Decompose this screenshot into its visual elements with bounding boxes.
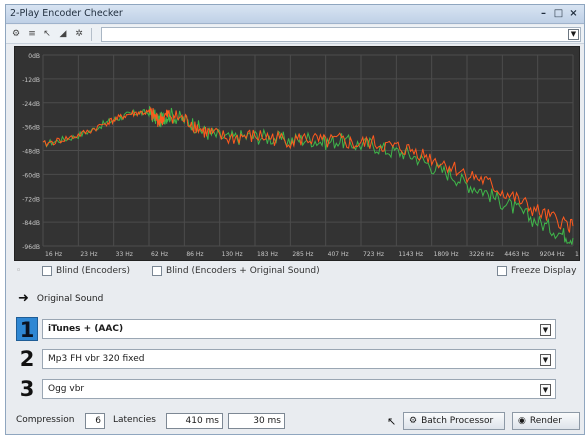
x-tick-label: 407 Hz [328,251,349,258]
x-tick-label: 183 Hz [257,251,278,258]
gear-icon[interactable]: ✲ [75,29,83,39]
x-tick-label: 723 Hz [363,251,384,258]
encoder-number-1[interactable]: 1 [16,317,38,342]
x-tick-label: 13398 Hz [575,251,579,258]
blind-encoders-option[interactable]: Blind (Encoders) [42,266,130,276]
x-tick-label: 4463 Hz [504,251,529,258]
render-label: Render [529,416,562,426]
y-tick-label: -48dB [22,149,40,156]
x-tick-label: 33 Hz [116,251,133,258]
app-window: 2-Play Encoder Checker – □ × ⚙ ≡ ↖ ◢ ✲ ▼… [5,4,585,435]
latency-field-1[interactable]: 410 ms [166,413,223,429]
gear-icon: ⚙ [409,416,418,426]
blind-encoders-label: Blind (Encoders) [56,266,130,276]
toolbar-input[interactable]: ▼ [101,27,581,42]
latencies-label: Latencies [113,415,156,425]
encoder-row-2: 2 Mp3 FH vbr 320 fixed ▼ [16,347,582,371]
freeze-display-label: Freeze Display [511,266,577,276]
signal-icon[interactable]: ◢ [59,29,67,39]
encoder-value-2: Mp3 FH vbr 320 fixed [48,354,145,364]
latency-field-2[interactable]: 30 ms [228,413,285,429]
title-bar: 2-Play Encoder Checker – □ × [6,5,584,24]
window-title: 2-Play Encoder Checker [10,8,123,19]
batch-processor-label: Batch Processor [421,416,494,426]
batch-processor-button[interactable]: ⚙ Batch Processor [403,412,505,430]
toolbar: ⚙ ≡ ↖ ◢ ✲ ▼ [6,25,584,44]
x-tick-label: 1809 Hz [434,251,459,258]
small-toggle[interactable]: ◦ [16,266,22,276]
encoder-row-3: 3 Ogg vbr ▼ [16,377,582,401]
dropdown-icon[interactable]: ▼ [540,354,551,366]
freeze-display-checkbox[interactable] [497,266,507,276]
compression-label: Compression [16,415,75,425]
original-sound-label: Original Sound [36,293,104,304]
compression-field[interactable]: 6 [85,413,105,429]
encoder-value-3: Ogg vbr [48,384,85,394]
window-controls: – □ × [537,7,580,20]
original-sound-row[interactable]: ➜ Original Sound [18,291,103,306]
toolbar-separator [91,28,92,41]
encoder-value-1: iTunes + (AAC) [48,324,124,334]
y-tick-label: 0dB [28,53,40,60]
dropdown-icon[interactable]: ▼ [540,324,551,336]
pointer-icon: ↖ [387,415,397,428]
options-row: ◦ Blind (Encoders) Blind (Encoders + Ori… [6,263,584,281]
y-tick-label: -36dB [22,125,40,132]
x-tick-label: 3226 Hz [469,251,494,258]
settings-icon[interactable]: ⚙ [11,29,21,39]
y-tick-label: -12dB [22,77,40,84]
dropdown-icon[interactable]: ▼ [540,384,551,396]
x-tick-label: 285 Hz [292,251,313,258]
freeze-display-option[interactable]: Freeze Display [497,266,576,276]
x-tick-label: 62 Hz [151,251,168,258]
dropdown-icon[interactable]: ▼ [568,29,579,40]
y-tick-label: -84dB [22,220,40,227]
x-tick-label: 23 Hz [80,251,97,258]
y-tick-label: -96dB [22,244,40,251]
encoder-select-1[interactable]: iTunes + (AAC) ▼ [42,319,556,339]
footer-bar: Compression 6 Latencies 410 ms 30 ms ↖ ⚙… [6,409,584,431]
render-icon: ◉ [518,416,526,426]
arrow-right-icon: ➜ [18,291,29,306]
encoder-select-2[interactable]: Mp3 FH vbr 320 fixed ▼ [42,349,556,369]
x-tick-label: 16 Hz [45,251,62,258]
x-tick-label: 1143 Hz [398,251,423,258]
y-tick-label: -60dB [22,172,40,179]
minimize-icon[interactable]: – [541,8,546,19]
blind-encoders-original-label: Blind (Encoders + Original Sound) [166,266,320,276]
blind-encoders-original-checkbox[interactable] [152,266,162,276]
encoder-number-2[interactable]: 2 [19,347,35,371]
encoder-row-1: 1 iTunes + (AAC) ▼ [16,317,582,342]
list-icon[interactable]: ≡ [28,29,36,39]
blind-encoders-checkbox[interactable] [42,266,52,276]
spectrum-chart: 0dB -12dB -24dB -36dB -48dB -60dB -72dB -84dB -9… [22,53,579,258]
y-tick-label: -24dB [22,101,40,108]
pointer-icon[interactable]: ↖ [43,29,51,39]
encoder-select-3[interactable]: Ogg vbr ▼ [42,379,556,399]
x-tick-label: 9204 Hz [540,251,565,258]
close-icon[interactable]: × [569,8,578,19]
x-tick-label: 130 Hz [222,251,243,258]
blind-encoders-original-option[interactable]: Blind (Encoders + Original Sound) [152,266,320,276]
render-button[interactable]: ◉ Render [512,412,580,430]
encoder-number-3[interactable]: 3 [19,377,35,401]
x-tick-label: 86 Hz [186,251,203,258]
series-orange-line [42,106,574,233]
maximize-icon[interactable]: □ [553,8,564,19]
spectrum-display: 0dB -12dB -24dB -36dB -48dB -60dB -72dB -84dB -9… [14,46,580,261]
y-tick-label: -72dB [22,196,40,203]
